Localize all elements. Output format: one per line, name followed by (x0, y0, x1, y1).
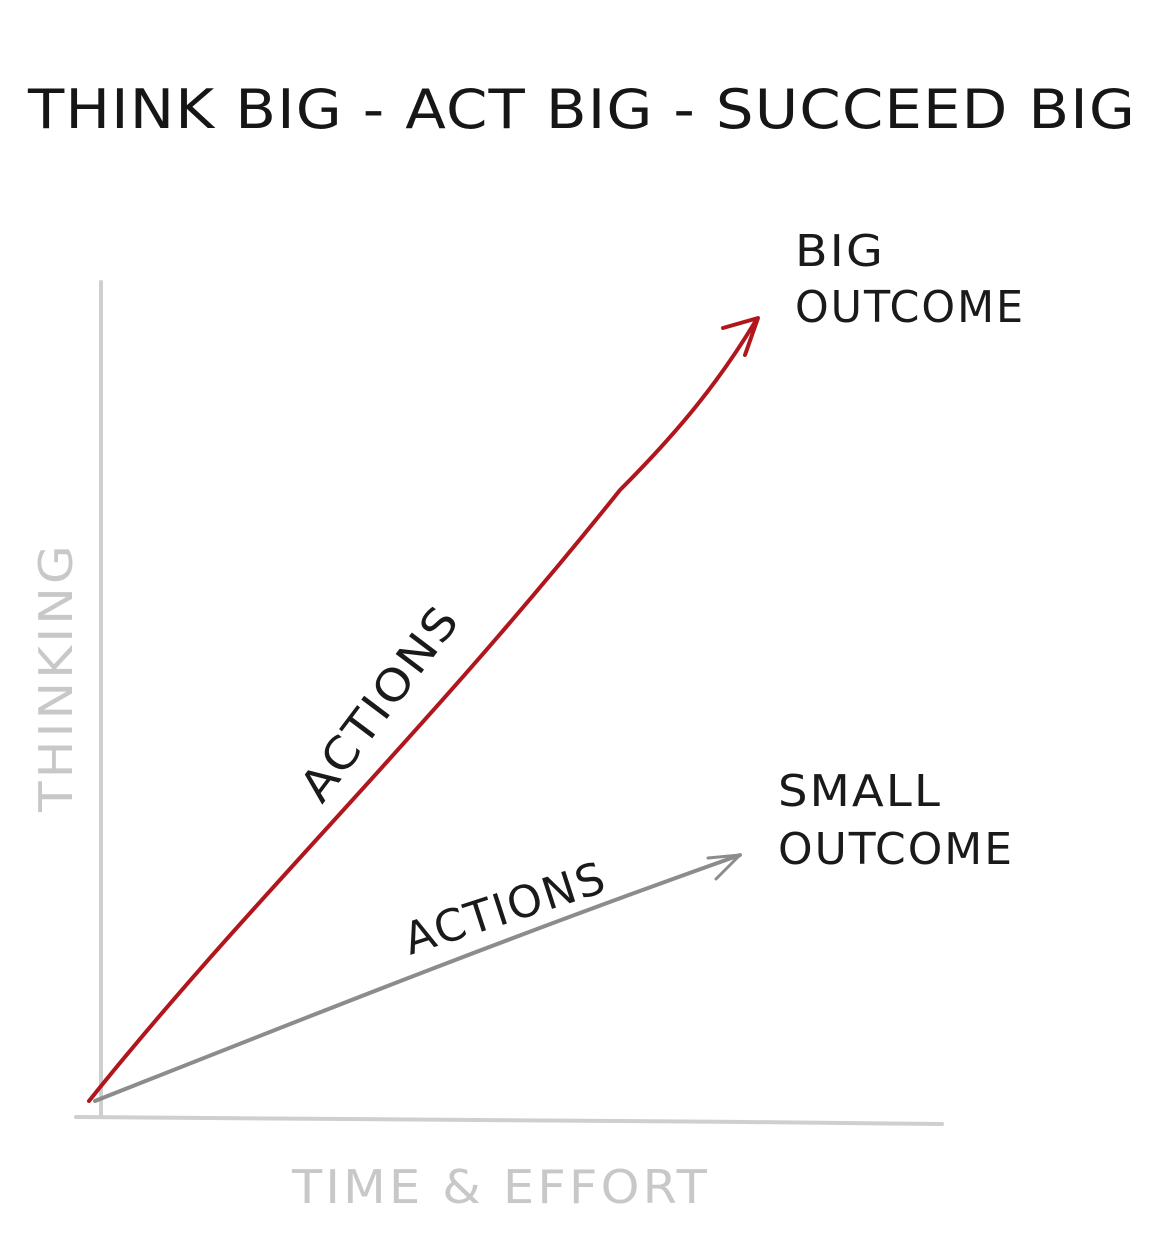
y-axis-label: THINKING (29, 542, 83, 813)
small-outcome-label-line2: OUTCOME (778, 824, 1014, 875)
small-outcome-label-line1: SMALL (778, 766, 942, 817)
x-axis (74, 1115, 944, 1126)
big-outcome-label-line2: OUTCOME (795, 282, 1025, 333)
small-path-arrowhead (706, 853, 742, 881)
page-title: THINK BIG - ACT BIG - SUCCEED BIG (27, 78, 1136, 141)
big-path-line (87, 320, 757, 1103)
y-axis (98, 280, 104, 1119)
big-outcome-label-line1: BIG (795, 226, 885, 277)
small-path-action-label: ACTIONS (398, 852, 613, 965)
small-path-line (93, 853, 742, 1103)
big-path-arrowhead (721, 316, 760, 357)
big-path-action-label: ACTIONS (290, 596, 470, 812)
x-axis-label: TIME & EFFORT (291, 1160, 710, 1214)
